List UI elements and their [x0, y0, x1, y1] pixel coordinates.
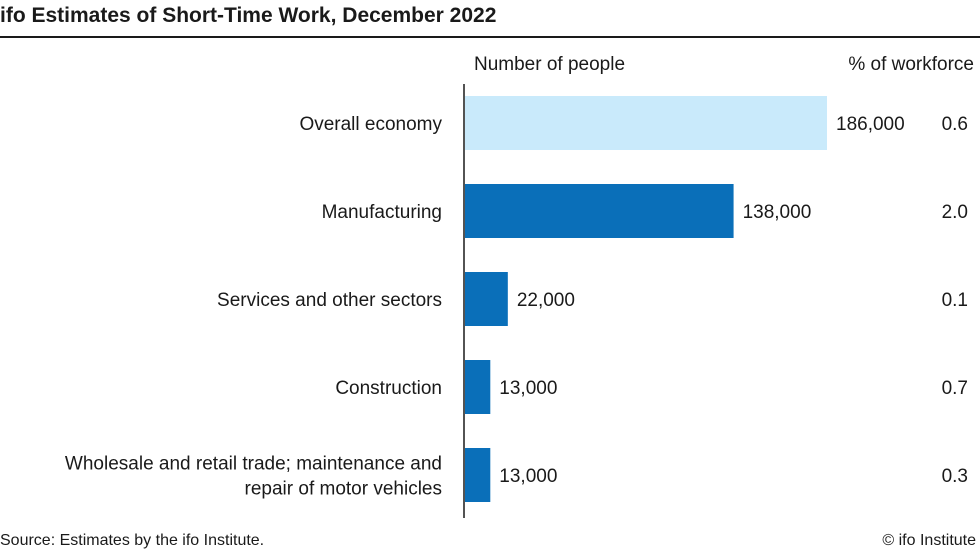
category-label: Overall economy	[299, 114, 442, 135]
bar	[465, 96, 827, 150]
copyright-note: © ifo Institute	[882, 532, 976, 549]
share-label: 0.3	[942, 466, 968, 487]
category-label: Services and other sectors	[217, 290, 442, 311]
category-label: Wholesale and retail trade; maintenance …	[65, 454, 442, 475]
bar	[465, 448, 491, 502]
category-label: Manufacturing	[322, 202, 442, 223]
chart-title: ifo Estimates of Short-Time Work, Decemb…	[0, 4, 497, 27]
bar	[465, 184, 734, 238]
category-label: Construction	[335, 378, 442, 399]
value-label: 186,000	[836, 114, 905, 135]
value-label: 138,000	[743, 202, 812, 223]
value-label: 13,000	[499, 466, 557, 487]
share-label: 0.6	[942, 114, 968, 135]
title-rule	[0, 36, 980, 38]
value-label: 22,000	[517, 290, 575, 311]
source-note: Source: Estimates by the ifo Institute.	[0, 532, 265, 549]
share-label: 0.7	[942, 378, 968, 399]
header-number-of-people: Number of people	[474, 54, 625, 75]
value-label: 13,000	[499, 378, 557, 399]
header-percent-of-workforce: % of workforce	[848, 54, 974, 75]
bar	[465, 360, 491, 414]
share-label: 0.1	[942, 290, 968, 311]
bar	[465, 272, 508, 326]
category-label: repair of motor vehicles	[245, 479, 442, 500]
share-label: 2.0	[942, 202, 968, 223]
